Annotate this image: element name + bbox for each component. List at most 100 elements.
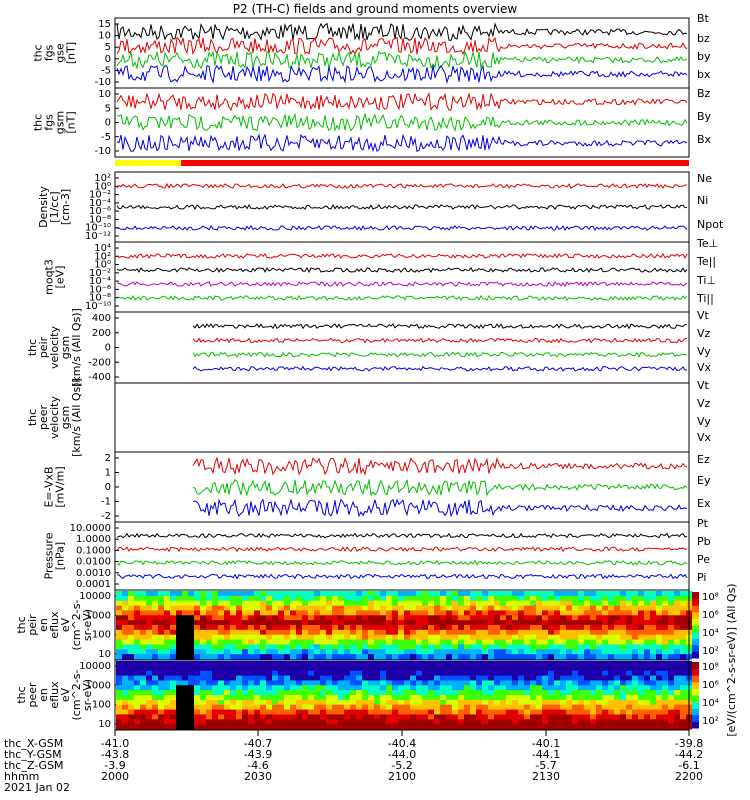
spectrogram-cell (452, 695, 458, 701)
spectrogram-cell (146, 620, 152, 626)
spectrogram-cell (656, 685, 662, 691)
spectrogram-cell (200, 620, 206, 626)
spectrogram-cell (668, 704, 674, 711)
spectrogram-cell (260, 610, 266, 616)
spectrogram-cell (440, 709, 446, 715)
spectrogram-cell (182, 595, 188, 602)
spectrogram-cell (278, 629, 284, 636)
spectrogram-cell (134, 610, 140, 616)
spectrogram-cell (470, 690, 476, 696)
spectrogram-cell (230, 714, 236, 720)
spectrogram-cell (152, 605, 158, 611)
spectrogram-cell (422, 680, 428, 686)
spectrogram-cell (668, 600, 674, 607)
spectrogram-cell (464, 690, 470, 696)
spectrogram-cell (128, 661, 134, 667)
spectrogram-cell (674, 665, 680, 672)
spectrogram-cell (296, 654, 302, 660)
spectrogram-cell (446, 675, 452, 681)
spectrogram-cell (230, 690, 236, 696)
spectrogram-cell (314, 649, 320, 655)
spectrogram-cell (158, 709, 164, 715)
spectrogram-cell (422, 615, 428, 621)
spectrogram-cell (350, 714, 356, 720)
spectrogram-cell (632, 699, 638, 706)
spectrogram-cell (428, 680, 434, 686)
spectrogram-cell (398, 724, 404, 730)
spectrogram-cell (530, 639, 536, 645)
spectrogram-cell (476, 654, 482, 660)
spectrogram-cell (548, 625, 554, 631)
spectrogram-cell (608, 699, 614, 706)
spectrogram-cell (350, 649, 356, 655)
spectrogram-cell (524, 644, 530, 650)
spectrogram-cell (638, 685, 644, 691)
spectrogram-cell (236, 625, 242, 631)
spectrogram-cell (410, 670, 416, 677)
spectrogram-cell (374, 709, 380, 715)
spectrogram-cell (608, 634, 614, 641)
spectrogram-cell (626, 610, 632, 616)
spectrogram-cell (164, 690, 170, 696)
spectrogram-cell (644, 685, 650, 691)
spectrogram-cell (440, 639, 446, 645)
spectrogram-cell (176, 690, 182, 696)
spectrogram-cell (266, 600, 272, 607)
spectrogram-cell (392, 654, 398, 660)
spectrogram-cell (386, 610, 392, 616)
spectrogram-cell (542, 675, 548, 681)
colorbar-segment (692, 695, 699, 703)
spectrogram-cell (404, 625, 410, 631)
spectrogram-cell (338, 714, 344, 720)
panel-frame (114, 171, 690, 243)
spectrogram-cell (632, 709, 638, 715)
spectrogram-cell (404, 649, 410, 655)
spectrogram-cell (122, 605, 128, 611)
spectrogram-cell (398, 719, 404, 725)
spectrogram-cell (632, 625, 638, 631)
spectrogram-cell (296, 665, 302, 672)
spectrogram-cell (542, 595, 548, 602)
spectrogram-cell (404, 685, 410, 691)
spectrogram-cell (500, 670, 506, 677)
spectrogram-cell (362, 600, 368, 607)
spectrogram-cell (140, 620, 146, 626)
spectrogram-cell (632, 685, 638, 691)
panel-temp: 10⁴10²10⁰10⁻²10⁻⁴10⁻⁶10⁻⁸10⁻¹⁰moqt3[eV]T… (43, 237, 718, 313)
spectrogram-cell (356, 665, 362, 672)
spectrogram-cell (626, 685, 632, 691)
spectrogram-cell (572, 620, 578, 626)
spectrogram-cell (362, 610, 368, 616)
spectrogram-cell (572, 595, 578, 602)
spectrogram-cell (626, 595, 632, 602)
colorbar-segment (692, 662, 699, 670)
spectrogram-cell (194, 644, 200, 650)
spectrogram-cell (236, 620, 242, 626)
spectrogram-cell (218, 591, 224, 597)
spectrogram-cell (332, 595, 338, 602)
spectrogram-cell (626, 615, 632, 621)
spectrogram-cell (554, 704, 560, 711)
spectrogram-cell (206, 709, 212, 715)
spectrogram-cell (212, 675, 218, 681)
spectrogram-cell (482, 661, 488, 667)
spectrogram-cell (470, 714, 476, 720)
spectrogram-cell (680, 639, 686, 645)
spectrogram-cell (218, 714, 224, 720)
spectrogram-cell (272, 634, 278, 641)
spectrogram-cell (488, 690, 494, 696)
spectrogram-cell (638, 595, 644, 602)
spectrogram-cell (134, 605, 140, 611)
spectrogram-cell (590, 670, 596, 677)
spectrogram-cell (362, 654, 368, 660)
spectrogram-cell (152, 654, 158, 660)
spectrogram-cell (662, 634, 668, 641)
spectrogram-cell (404, 690, 410, 696)
spectrogram-cell (464, 634, 470, 641)
spectrogram-cell (116, 680, 122, 686)
spectrogram-cell (326, 634, 332, 641)
spectrogram-cell (668, 709, 674, 715)
spectrogram-cell (680, 634, 686, 641)
spectrogram-cell (674, 605, 680, 611)
spectrogram-cell (140, 724, 146, 730)
